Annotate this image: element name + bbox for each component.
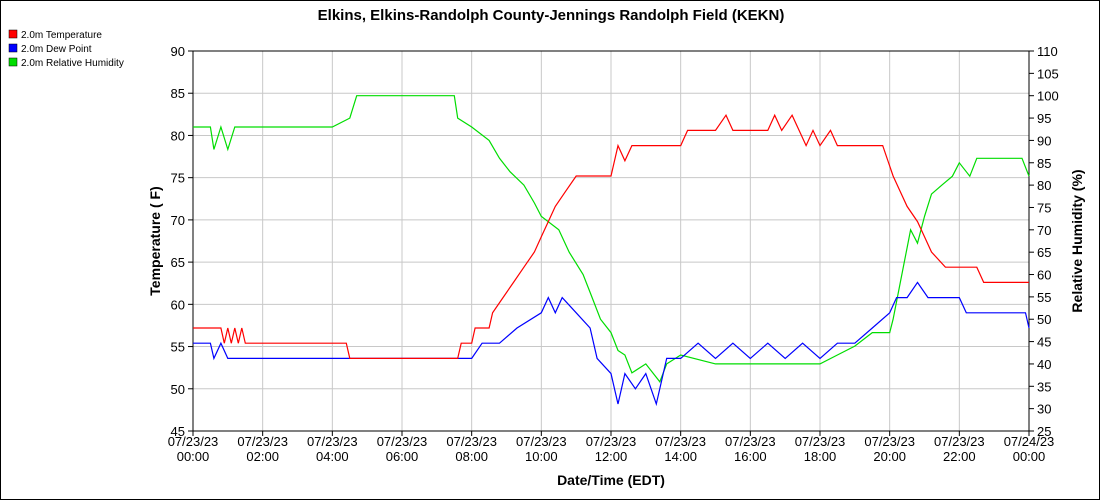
y-tick-label: 80 — [171, 128, 185, 143]
y2-tick-label: 40 — [1037, 357, 1051, 372]
x-tick-time: 18:00 — [804, 449, 837, 464]
legend-swatch — [8, 43, 18, 53]
y-axis-label: Temperature ( F) — [147, 186, 163, 295]
y2-tick-label: 50 — [1037, 312, 1051, 327]
y2-tick-label: 110 — [1037, 44, 1058, 59]
y2-axis-label: Relative Humidity (%) — [1069, 169, 1085, 312]
y2-axis-ticks: 25 30 35 40 45 50 55 60 65 70 75 80 85 90 95 100 105 110 — [1029, 44, 1059, 439]
series-line-2-0m-temperature — [193, 113, 1029, 359]
x-tick-time: 06:00 — [386, 449, 419, 464]
x-tick-date: 07/23/23 — [446, 434, 497, 449]
y-tick-label: 75 — [171, 171, 185, 186]
x-tick-date: 07/23/23 — [516, 434, 567, 449]
legend-label: 2.0m Temperature — [21, 30, 102, 41]
y2-tick-label: 60 — [1037, 268, 1051, 283]
y-tick-label: 50 — [171, 382, 185, 397]
x-tick-time: 00:00 — [177, 449, 210, 464]
y-tick-label: 65 — [171, 255, 185, 270]
chart-title: Elkins, Elkins-Randolph County-Jennings … — [318, 7, 785, 24]
x-tick-time: 16:00 — [734, 449, 767, 464]
x-tick-time: 12:00 — [595, 449, 628, 464]
x-tick-date: 07/24/23 — [1004, 434, 1055, 449]
series-group — [193, 95, 1030, 407]
y2-tick-label: 45 — [1037, 335, 1051, 350]
legend: 2.0m Temperature 2.0m Dew Point 2.0m Relat… — [8, 29, 124, 69]
x-axis-label: Date/Time (EDT) — [557, 472, 665, 488]
x-tick-date: 07/23/23 — [934, 434, 985, 449]
y2-tick-label: 25 — [1037, 424, 1051, 439]
y-tick-label: 85 — [171, 86, 185, 101]
x-tick-date: 07/23/23 — [655, 434, 706, 449]
legend-label: 2.0m Dew Point — [21, 44, 92, 55]
legend-swatch — [8, 57, 18, 67]
x-axis-ticks: 07/23/2300:0007/23/2302:0007/23/2304:000… — [168, 431, 1055, 464]
y2-tick-label: 95 — [1037, 111, 1051, 126]
x-tick-time: 00:00 — [1013, 449, 1046, 464]
x-tick-time: 04:00 — [316, 449, 349, 464]
y2-tick-label: 55 — [1037, 290, 1051, 305]
x-tick-date: 07/23/23 — [725, 434, 776, 449]
x-tick-date: 07/23/23 — [586, 434, 637, 449]
y-tick-label: 55 — [171, 340, 185, 355]
x-tick-time: 10:00 — [525, 449, 558, 464]
x-tick-date: 07/23/23 — [307, 434, 358, 449]
y2-tick-label: 85 — [1037, 156, 1051, 171]
y-tick-label: 45 — [171, 424, 185, 439]
y-tick-label: 70 — [171, 213, 185, 228]
y2-tick-label: 65 — [1037, 245, 1051, 260]
y2-tick-label: 80 — [1037, 178, 1051, 193]
x-tick-date: 07/23/23 — [168, 434, 219, 449]
y2-tick-label: 30 — [1037, 402, 1051, 417]
y2-tick-label: 100 — [1037, 89, 1059, 104]
y-axis-ticks: 45 50 55 60 65 70 75 80 85 90 — [171, 44, 193, 439]
x-tick-date: 07/23/23 — [795, 434, 846, 449]
y2-tick-label: 75 — [1037, 200, 1051, 215]
legend-swatch — [8, 29, 18, 39]
x-tick-time: 20:00 — [873, 449, 906, 464]
y2-tick-label: 90 — [1037, 133, 1051, 148]
x-tick-time: 02:00 — [246, 449, 279, 464]
y2-tick-label: 70 — [1037, 223, 1051, 238]
legend-label: 2.0m Relative Humidity — [21, 58, 124, 69]
series-line-2-0m-relative-humidity — [193, 95, 1030, 384]
x-tick-date: 07/23/23 — [237, 434, 288, 449]
x-tick-date: 07/23/23 — [864, 434, 915, 449]
y2-tick-label: 105 — [1037, 66, 1059, 81]
x-tick-date: 07/23/23 — [377, 434, 428, 449]
x-tick-time: 08:00 — [455, 449, 488, 464]
x-tick-time: 14:00 — [664, 449, 697, 464]
y-tick-label: 60 — [171, 297, 185, 312]
y2-tick-label: 35 — [1037, 379, 1051, 394]
y-tick-label: 90 — [171, 44, 185, 59]
x-tick-time: 22:00 — [943, 449, 976, 464]
